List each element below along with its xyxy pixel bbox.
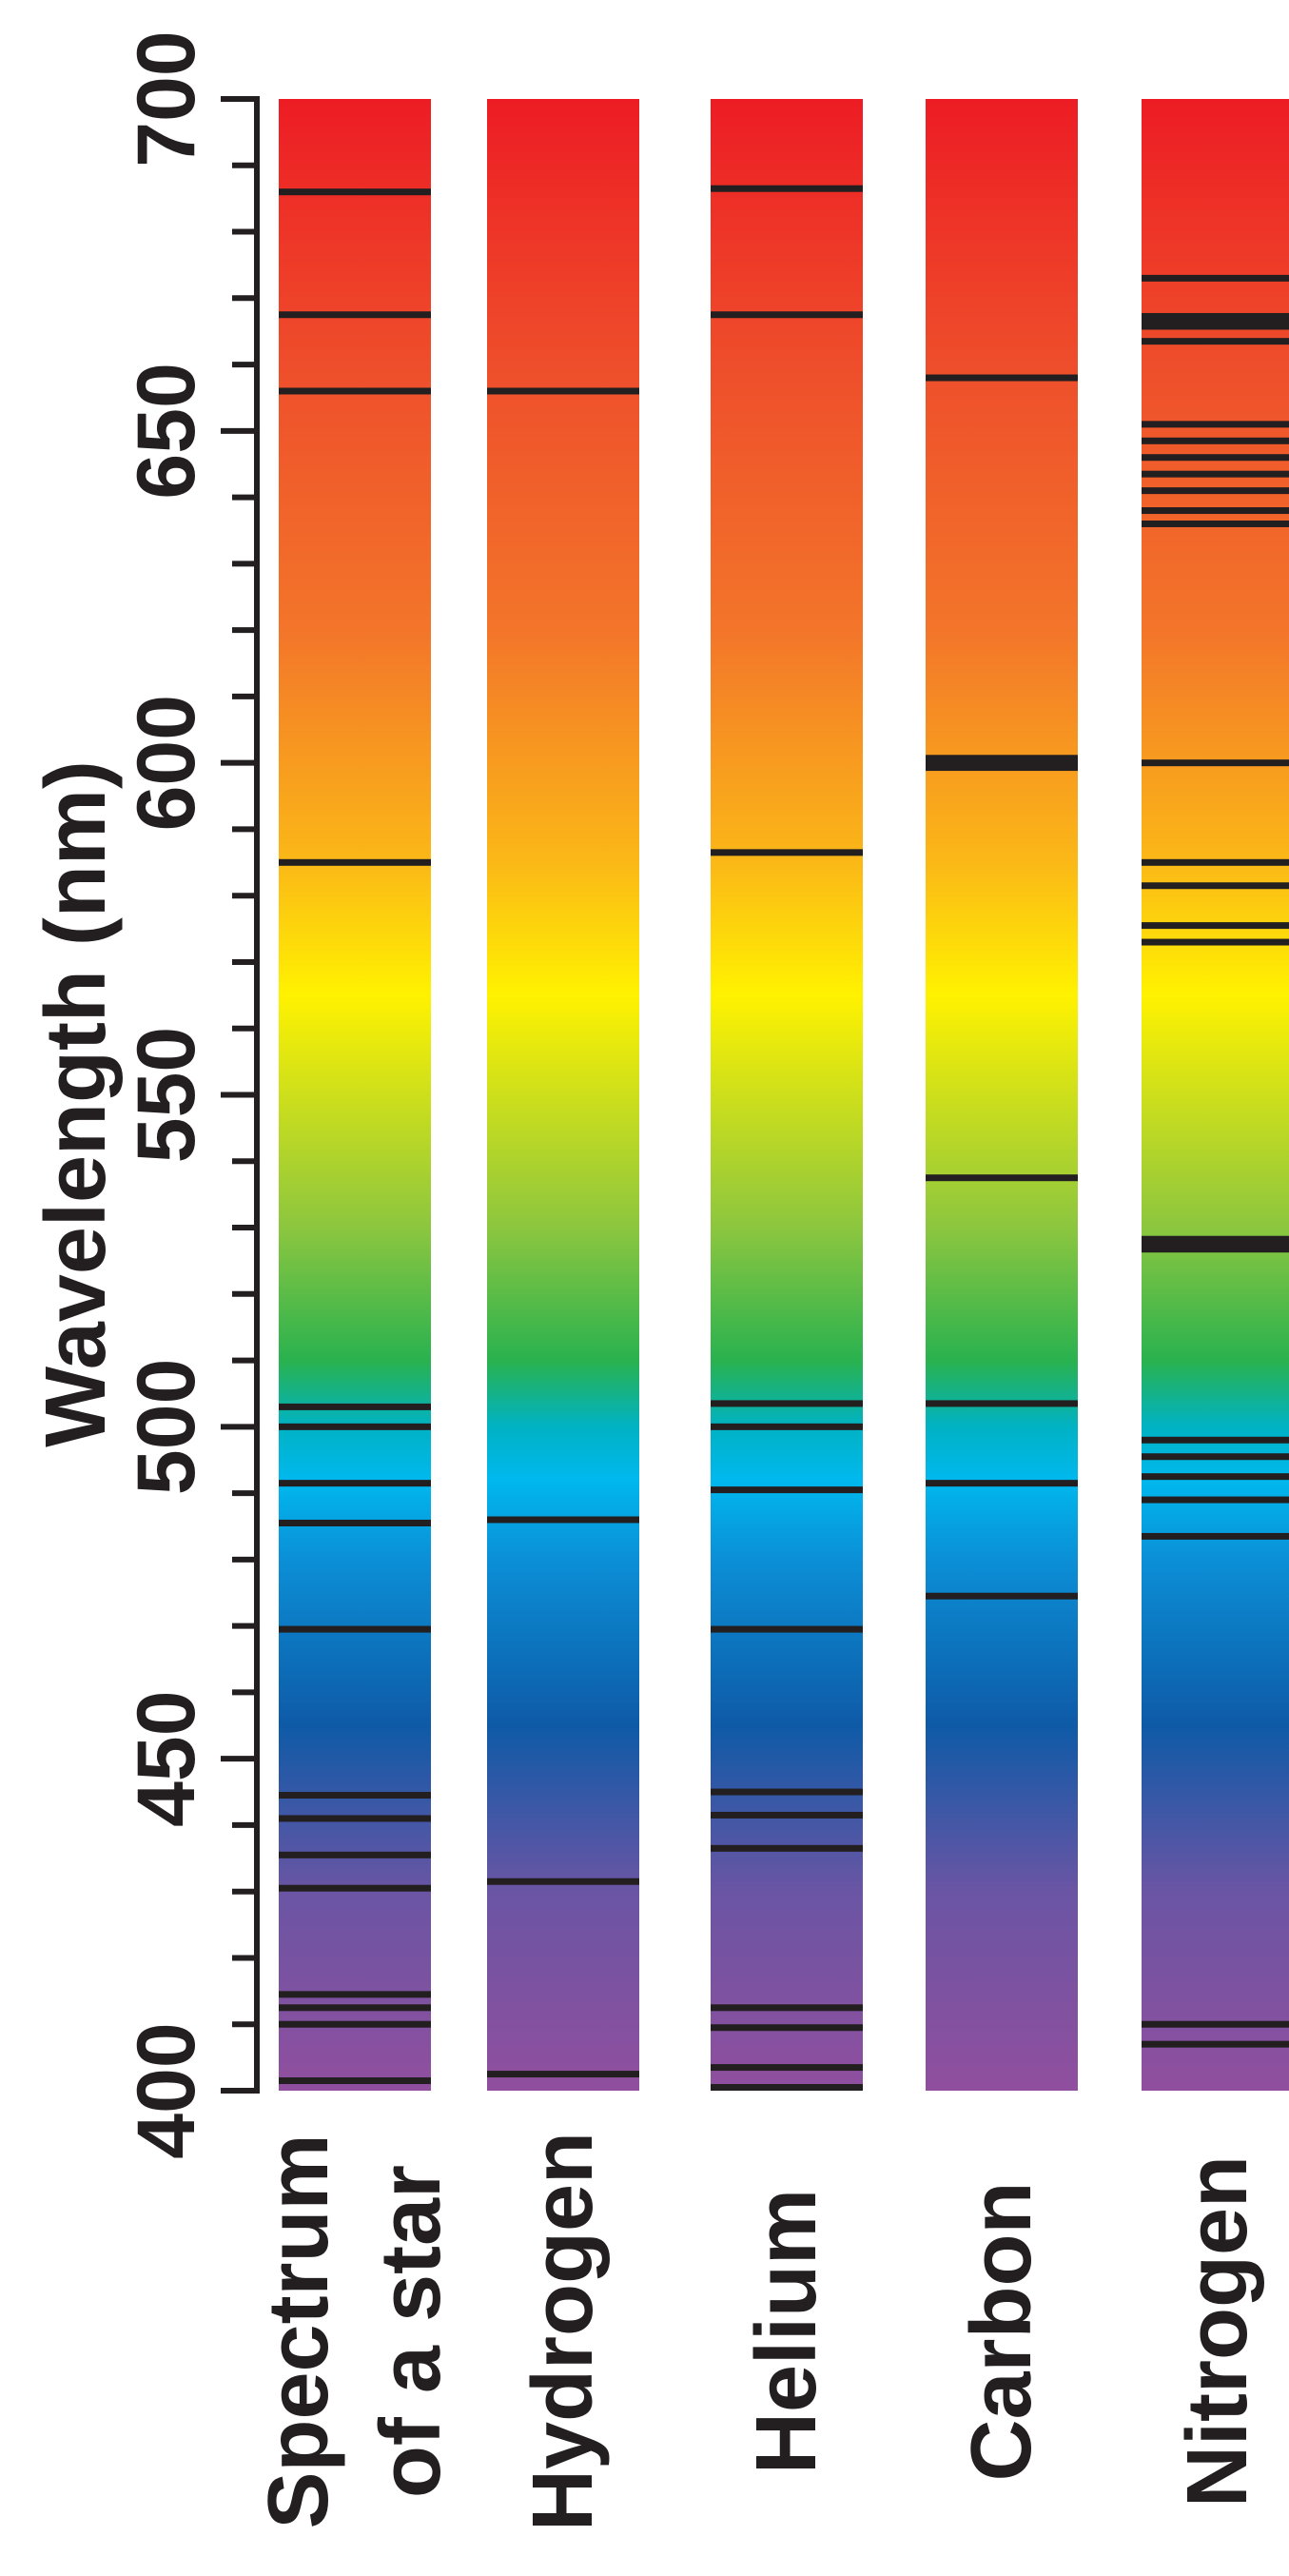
wavelength-axis: 400 450 500 550 600 650 700 [121,30,260,2159]
spectral-line [711,1423,863,1430]
spectral-line [1142,437,1289,444]
spectral-line [926,1400,1078,1407]
spectral-line [1142,858,1289,866]
spectral-line [1142,487,1289,495]
spectral-line [1142,507,1289,515]
spectral-line [1142,1453,1289,1461]
spectral-line [279,1519,431,1526]
spectral-line [711,185,863,192]
spectral-line [711,2084,863,2092]
spectral-line [711,1625,863,1633]
spectral-line [711,1788,863,1796]
spectral-line [1142,1235,1289,1253]
spectrum-bar [711,99,863,2091]
spectrum-bar [926,99,1078,2091]
spectrum-bar [279,99,431,2091]
spectral-line [1142,2020,1289,2028]
spectral-line [279,1991,431,1998]
spectral-line [926,1480,1078,1487]
spectral-line [926,1174,1078,1182]
spectral-line [1142,759,1289,767]
category-label: Helium [739,2189,834,2474]
spectral-line [1142,421,1289,428]
spectral-line [279,2077,431,2085]
category-label: Nitrogen [1170,2155,1265,2507]
spectral-line [279,188,431,196]
spectral-line [1142,938,1289,946]
y-tick-label: 500 [121,1359,212,1496]
spectral-line [487,1516,639,1524]
spectral-line [279,1884,431,1892]
spectral-line [279,1480,431,1487]
spectral-line [279,1815,431,1822]
spectral-line [1142,1532,1289,1540]
spectral-line [279,1403,431,1410]
spectrum-column-hydrogen [487,99,639,2091]
category-label: Carbon [954,2182,1049,2482]
spectral-line [487,387,639,395]
spectral-line [1142,1496,1289,1504]
spectral-line [1142,338,1289,345]
spectral-line [279,1851,431,1858]
spectral-line [1142,454,1289,462]
spectral-line [1142,2040,1289,2048]
spectral-line [926,1592,1078,1600]
spectrum-column-helium [711,99,863,2092]
spectral-line [926,374,1078,382]
category-label: Hydrogen [516,2132,611,2531]
spectral-line [711,311,863,319]
spectral-line [1142,1436,1289,1444]
spectral-line [487,1878,639,1885]
spectral-line [279,1625,431,1633]
spectral-line [711,2024,863,2032]
spectral-line [279,311,431,319]
spectrum-column-carbon [926,99,1078,2091]
spectral-line [1142,470,1289,478]
spectral-line [711,2064,863,2072]
spectral-line [1142,882,1289,890]
spectral-line [279,2004,431,2012]
category-label: of a star [363,2165,459,2498]
spectral-line [487,2071,639,2078]
spectral-line [1142,922,1289,930]
y-tick-label: 550 [121,1027,212,1164]
spectral-line [279,2020,431,2028]
spectrum-bar [1142,99,1289,2091]
spectral-line [279,387,431,395]
spectral-line [711,2004,863,2012]
spectral-line [1142,274,1289,282]
spectral-line [711,1400,863,1407]
spectral-line [279,1792,431,1799]
category-labels: Spectrum of a star Hydrogen Helium Carbon Nit… [251,2132,1265,2531]
category-label: Spectrum [251,2134,346,2528]
spectral-line [1142,312,1289,330]
y-axis-title: Wavelength (nm) [29,760,124,1447]
spectral-line [279,858,431,866]
y-tick-label: 650 [121,363,212,500]
spectrum-columns [279,99,1289,2092]
y-tick-label: 400 [121,2022,212,2159]
y-tick-label: 450 [121,1690,212,1827]
spectral-line [1142,1473,1289,1481]
spectral-line [279,1423,431,1430]
spectral-line [711,1844,863,1852]
spectrum-column-nitrogen [1142,99,1289,2091]
spectral-line [711,1486,863,1494]
spectrum-column-spectrum-of-a-star [279,99,431,2091]
y-tick-label: 700 [121,30,212,167]
spectral-line [926,755,1078,772]
y-tick-label: 600 [121,695,212,832]
spectral-line [1142,521,1289,528]
spectrum-bar [487,99,639,2091]
spectral-line [711,849,863,856]
spectral-line [711,1811,863,1819]
